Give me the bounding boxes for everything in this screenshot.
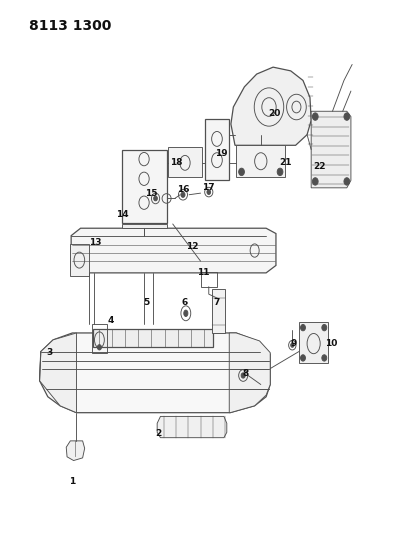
Polygon shape [39, 333, 270, 413]
Polygon shape [122, 224, 166, 228]
Polygon shape [311, 111, 351, 188]
Ellipse shape [300, 355, 305, 361]
Text: 9: 9 [291, 339, 297, 348]
Ellipse shape [291, 343, 294, 348]
Text: 19: 19 [215, 149, 227, 158]
Text: 2: 2 [155, 430, 162, 439]
Ellipse shape [184, 310, 188, 317]
Text: 14: 14 [116, 210, 129, 219]
Text: 1: 1 [69, 478, 76, 486]
Polygon shape [66, 441, 85, 461]
Ellipse shape [344, 177, 350, 185]
Ellipse shape [97, 345, 102, 350]
Polygon shape [157, 416, 227, 438]
Polygon shape [69, 244, 89, 276]
Polygon shape [71, 228, 276, 273]
Text: 6: 6 [181, 298, 187, 307]
Text: 18: 18 [170, 158, 182, 167]
Ellipse shape [277, 168, 283, 175]
Text: 4: 4 [107, 316, 114, 325]
Text: 17: 17 [203, 183, 215, 192]
Polygon shape [122, 150, 166, 223]
Ellipse shape [154, 196, 157, 201]
Text: 11: 11 [197, 269, 210, 277]
Ellipse shape [181, 192, 185, 197]
Text: 20: 20 [268, 109, 280, 118]
Text: 16: 16 [177, 185, 189, 194]
Polygon shape [205, 119, 229, 180]
Ellipse shape [312, 177, 318, 185]
Polygon shape [236, 146, 285, 177]
Ellipse shape [241, 373, 245, 378]
Text: 5: 5 [143, 298, 149, 307]
Text: 10: 10 [326, 339, 338, 348]
Ellipse shape [344, 113, 350, 120]
Text: 21: 21 [279, 158, 292, 167]
Polygon shape [229, 333, 270, 413]
Text: 3: 3 [46, 348, 52, 357]
Text: 13: 13 [90, 238, 102, 247]
Text: 8113 1300: 8113 1300 [29, 19, 112, 33]
Ellipse shape [207, 190, 210, 195]
Polygon shape [168, 147, 202, 177]
Ellipse shape [322, 325, 327, 331]
Text: 7: 7 [214, 298, 220, 307]
Polygon shape [231, 67, 311, 146]
Polygon shape [93, 329, 213, 348]
Polygon shape [299, 322, 328, 364]
Text: 15: 15 [145, 189, 158, 198]
Polygon shape [212, 289, 225, 333]
Text: 12: 12 [186, 242, 199, 251]
Text: 22: 22 [313, 162, 326, 171]
Polygon shape [39, 333, 76, 413]
Ellipse shape [322, 355, 327, 361]
Ellipse shape [312, 113, 318, 120]
Ellipse shape [239, 168, 245, 175]
Text: 8: 8 [242, 369, 249, 378]
Ellipse shape [300, 325, 305, 331]
